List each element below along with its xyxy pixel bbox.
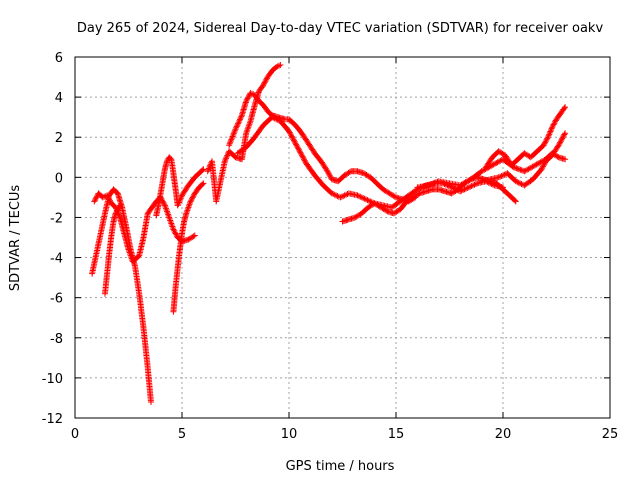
data-point-markers	[226, 90, 419, 205]
y-tick-label: -4	[50, 252, 63, 267]
data-point-markers	[482, 104, 569, 171]
satellite-track-5	[170, 180, 207, 315]
y-tick-label: -10	[42, 372, 63, 387]
satellite-track-2	[89, 186, 154, 405]
chart-title: Day 265 of 2024, Sidereal Day-to-day VTE…	[77, 21, 604, 36]
grid-layer	[75, 57, 610, 418]
x-tick-label: 15	[388, 427, 405, 442]
data-point-markers	[204, 62, 284, 205]
y-tick-label: -6	[50, 292, 63, 307]
satellite-track-4	[153, 154, 207, 219]
y-axis-label: SDTVAR / TECUs	[8, 185, 23, 292]
satellite-track-6	[204, 62, 284, 205]
y-tick-label: -2	[50, 211, 63, 226]
y-tick-label: 4	[55, 91, 63, 106]
data-point-markers	[153, 154, 207, 219]
plot-frame	[74, 56, 611, 419]
data-point-markers	[102, 202, 123, 297]
y-tick-label: 0	[55, 171, 63, 186]
x-tick-label: 25	[602, 427, 619, 442]
y-tick-label: -8	[50, 332, 63, 347]
x-axis-label: GPS time / hours	[286, 459, 395, 474]
satellite-track-12	[482, 104, 569, 171]
satellite-track-8	[234, 114, 506, 211]
x-tick-label: 10	[281, 427, 298, 442]
y-tick-label: -12	[42, 412, 63, 427]
data-marks	[89, 62, 569, 405]
x-tick-label: 0	[71, 427, 79, 442]
data-point-markers	[170, 180, 207, 315]
x-tick-label: 5	[178, 427, 186, 442]
satellite-track-3	[102, 202, 123, 297]
satellite-track-7	[226, 90, 419, 205]
data-point-markers	[234, 114, 506, 211]
x-tick-label: 20	[495, 427, 512, 442]
y-tick-label: 2	[55, 131, 63, 146]
data-point-markers	[89, 186, 154, 405]
data-point-markers	[478, 130, 569, 189]
satellite-track-11	[478, 130, 569, 189]
y-tick-label: 6	[55, 51, 63, 66]
